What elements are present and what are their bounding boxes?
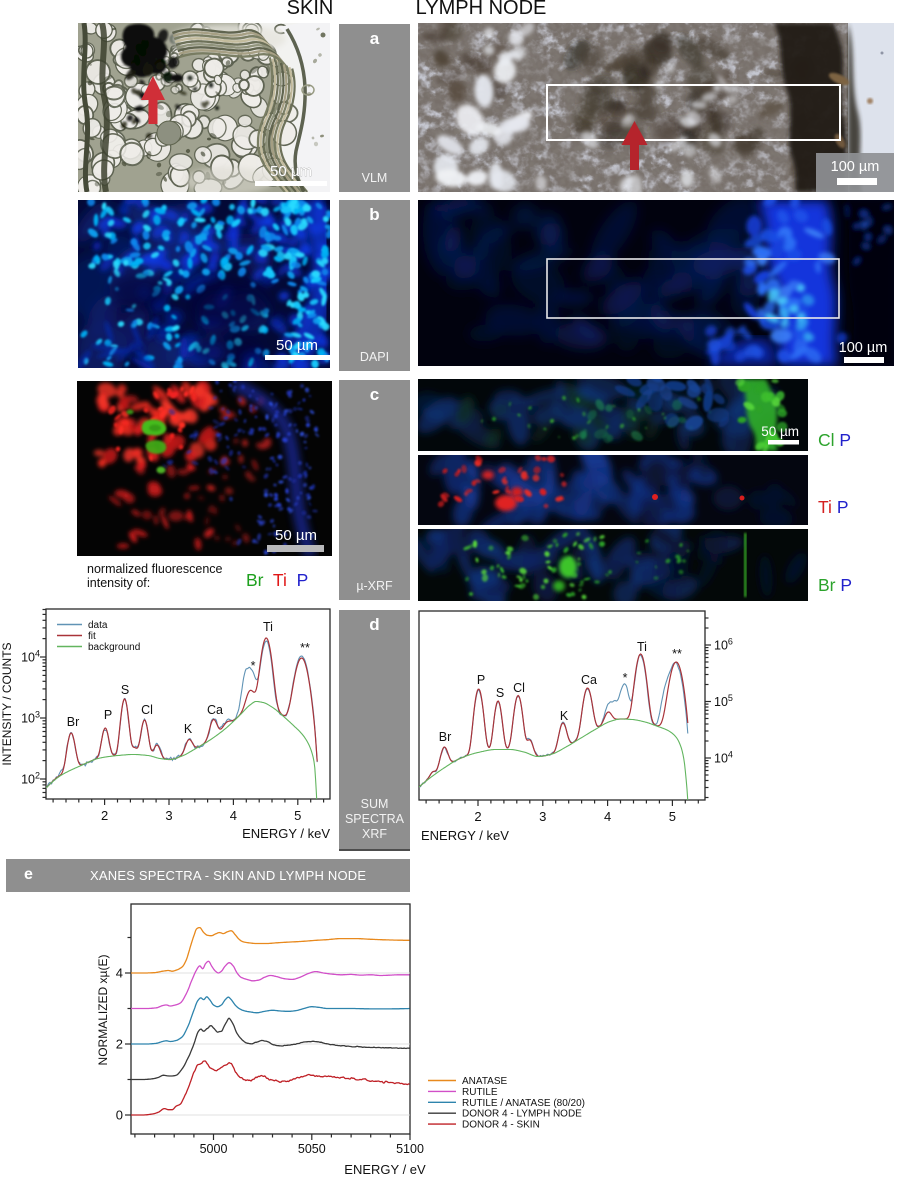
svg-text:ENERGY / keV: ENERGY / keV	[242, 826, 330, 841]
svg-text:50 µm: 50 µm	[275, 527, 317, 544]
svg-text:2: 2	[474, 809, 481, 824]
svg-text:0: 0	[116, 1108, 123, 1123]
svg-text:S: S	[496, 686, 504, 700]
svg-text:Ti: Ti	[263, 620, 273, 634]
svg-text:Cl: Cl	[141, 703, 153, 717]
svg-text:50 µm: 50 µm	[761, 424, 799, 439]
svg-text:Ca: Ca	[581, 673, 597, 687]
svg-text:INTENSITY / COUNTS: INTENSITY / COUNTS	[0, 642, 14, 765]
svg-text:DONOR 4 - LYMPH NODE: DONOR 4 - LYMPH NODE	[462, 1109, 582, 1120]
svg-text:3: 3	[165, 808, 172, 823]
svg-text:4: 4	[230, 808, 237, 823]
svg-text:102: 102	[21, 771, 40, 787]
svg-text:5100: 5100	[396, 1142, 424, 1156]
svg-text:Br: Br	[439, 730, 452, 744]
svg-text:105: 105	[714, 693, 733, 709]
svg-text:P: P	[104, 708, 112, 722]
svg-text:fit: fit	[88, 631, 96, 642]
svg-text:NORMALIZED xµ(E): NORMALIZED xµ(E)	[96, 955, 110, 1066]
svg-text:S: S	[121, 683, 129, 697]
svg-text:Ca: Ca	[207, 703, 223, 717]
svg-text:RUTILE: RUTILE	[462, 1087, 498, 1098]
svg-text:Ti: Ti	[637, 640, 647, 654]
svg-text:background: background	[88, 642, 140, 653]
svg-text:**: **	[300, 641, 310, 655]
svg-text:50 µm: 50 µm	[270, 163, 312, 180]
svg-text:103: 103	[21, 710, 40, 726]
svg-text:P: P	[477, 673, 485, 687]
svg-text:5: 5	[669, 809, 676, 824]
svg-text:ENERGY / keV: ENERGY / keV	[421, 828, 509, 843]
svg-text:ENERGY / eV: ENERGY / eV	[344, 1162, 426, 1177]
svg-text:104: 104	[21, 649, 40, 665]
svg-text:106: 106	[714, 637, 733, 653]
svg-text:4: 4	[604, 809, 611, 824]
svg-text:100 µm: 100 µm	[839, 340, 888, 356]
svg-text:5000: 5000	[200, 1142, 228, 1156]
svg-text:3: 3	[539, 809, 546, 824]
svg-text:Cl: Cl	[513, 681, 525, 695]
svg-text:4: 4	[116, 966, 123, 981]
svg-text:2: 2	[116, 1037, 123, 1052]
svg-text:data: data	[88, 620, 108, 631]
svg-text:**: **	[672, 647, 682, 661]
svg-text:K: K	[560, 709, 569, 723]
svg-text:50 µm: 50 µm	[276, 337, 318, 354]
svg-text:2: 2	[101, 808, 108, 823]
svg-text:5050: 5050	[298, 1142, 326, 1156]
svg-text:K: K	[184, 722, 193, 736]
svg-text:*: *	[251, 659, 256, 673]
svg-text:ANATASE: ANATASE	[462, 1076, 508, 1087]
svg-text:DONOR 4 - SKIN: DONOR 4 - SKIN	[462, 1120, 540, 1131]
svg-text:5: 5	[294, 808, 301, 823]
svg-text:100 µm: 100 µm	[831, 159, 880, 175]
svg-text:104: 104	[714, 750, 733, 766]
svg-text:RUTILE / ANATASE (80/20): RUTILE / ANATASE (80/20)	[462, 1098, 585, 1109]
svg-text:*: *	[623, 671, 628, 685]
svg-text:Br: Br	[67, 715, 80, 729]
